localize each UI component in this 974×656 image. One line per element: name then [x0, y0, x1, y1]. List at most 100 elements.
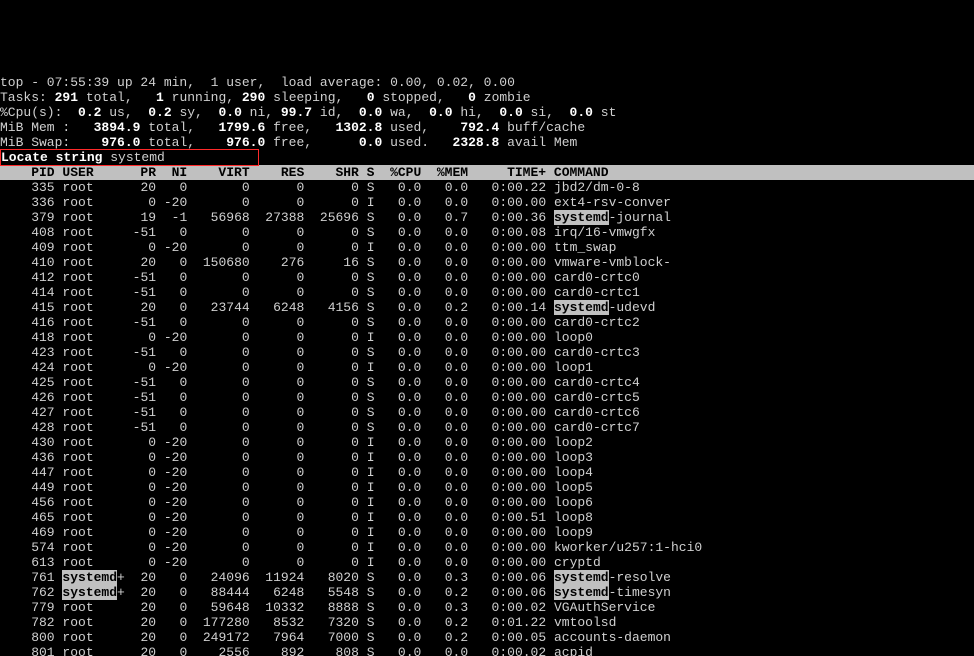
- col-res: 892: [250, 645, 305, 656]
- col-pid: 424: [0, 360, 55, 375]
- process-row[interactable]: 335 root 20 0 0 0 0 S 0.0 0.0 0:00.22 jb…: [0, 180, 974, 195]
- col-pid: 613: [0, 555, 55, 570]
- col-pid: 436: [0, 450, 55, 465]
- col-s: I: [359, 480, 375, 495]
- tasks-zombie: 0: [445, 90, 484, 105]
- col-shr: 0: [304, 375, 359, 390]
- col-s: S: [359, 255, 375, 270]
- col-ni: 0: [156, 255, 187, 270]
- col-time: 0:00.08: [468, 225, 546, 240]
- mem-total: 3894.9: [70, 120, 148, 135]
- col-s: S: [359, 225, 375, 240]
- col-ni: 0: [156, 225, 187, 240]
- process-row[interactable]: 415 root 20 0 23744 6248 4156 S 0.0 0.2 …: [0, 300, 974, 315]
- process-row[interactable]: 412 root -51 0 0 0 0 S 0.0 0.0 0:00.00 c…: [0, 270, 974, 285]
- col-command: vmtoolsd: [554, 615, 616, 630]
- col-time: 0:00.00: [468, 330, 546, 345]
- col-res: 8532: [250, 615, 305, 630]
- col-mem: 0.0: [421, 465, 468, 480]
- process-row[interactable]: 409 root 0 -20 0 0 0 I 0.0 0.0 0:00.00 t…: [0, 240, 974, 255]
- col-ni: -20: [156, 495, 187, 510]
- process-row[interactable]: 379 root 19 -1 56968 27388 25696 S 0.0 0…: [0, 210, 974, 225]
- process-row[interactable]: 447 root 0 -20 0 0 0 I 0.0 0.0 0:00.00 l…: [0, 465, 974, 480]
- col-res: 6248: [250, 585, 305, 600]
- col-ni: -20: [156, 240, 187, 255]
- process-row[interactable]: 416 root -51 0 0 0 0 S 0.0 0.0 0:00.00 c…: [0, 315, 974, 330]
- col-mem: 0.0: [421, 510, 468, 525]
- process-row[interactable]: 430 root 0 -20 0 0 0 I 0.0 0.0 0:00.00 l…: [0, 435, 974, 450]
- process-row[interactable]: 456 root 0 -20 0 0 0 I 0.0 0.0 0:00.00 l…: [0, 495, 974, 510]
- col-cpu: 0.0: [375, 450, 422, 465]
- col-s: S: [359, 285, 375, 300]
- col-time: 0:00.00: [468, 555, 546, 570]
- locate-input[interactable]: systemd: [102, 150, 258, 165]
- process-row[interactable]: 414 root -51 0 0 0 0 S 0.0 0.0 0:00.00 c…: [0, 285, 974, 300]
- col-ni: -20: [156, 450, 187, 465]
- col-shr: 0: [304, 465, 359, 480]
- process-row[interactable]: 428 root -51 0 0 0 0 S 0.0 0.0 0:00.00 c…: [0, 420, 974, 435]
- col-cpu: 0.0: [375, 600, 422, 615]
- col-s: I: [359, 330, 375, 345]
- process-row[interactable]: 426 root -51 0 0 0 0 S 0.0 0.0 0:00.00 c…: [0, 390, 974, 405]
- process-row[interactable]: 418 root 0 -20 0 0 0 I 0.0 0.0 0:00.00 l…: [0, 330, 974, 345]
- col-shr: 0: [304, 285, 359, 300]
- process-row[interactable]: 423 root -51 0 0 0 0 S 0.0 0.0 0:00.00 c…: [0, 345, 974, 360]
- process-row[interactable]: 779 root 20 0 59648 10332 8888 S 0.0 0.3…: [0, 600, 974, 615]
- process-row[interactable]: 613 root 0 -20 0 0 0 I 0.0 0.0 0:00.00 c…: [0, 555, 974, 570]
- locate-box[interactable]: Locate string systemd: [0, 149, 259, 166]
- col-ni: 0: [156, 390, 187, 405]
- col-shr: 0: [304, 435, 359, 450]
- col-virt: 24096: [187, 570, 249, 585]
- col-time: 0:00.00: [468, 480, 546, 495]
- tasks-running: 1: [133, 90, 172, 105]
- col-pr: 0: [133, 435, 156, 450]
- col-s: S: [359, 585, 375, 600]
- col-s: S: [359, 315, 375, 330]
- process-row[interactable]: 469 root 0 -20 0 0 0 I 0.0 0.0 0:00.00 l…: [0, 525, 974, 540]
- col-ni: 0: [156, 630, 187, 645]
- process-row[interactable]: 449 root 0 -20 0 0 0 I 0.0 0.0 0:00.00 l…: [0, 480, 974, 495]
- col-mem: 0.3: [421, 570, 468, 585]
- col-user: root: [62, 285, 132, 300]
- top-terminal[interactable]: top - 07:55:39 up 24 min, 1 user, load a…: [0, 75, 974, 656]
- process-row[interactable]: 800 root 20 0 249172 7964 7000 S 0.0 0.2…: [0, 630, 974, 645]
- process-row[interactable]: 782 root 20 0 177280 8532 7320 S 0.0 0.2…: [0, 615, 974, 630]
- mem-buff: 792.4: [429, 120, 507, 135]
- column-header-row[interactable]: PID USER PR NI VIRT RES SHR S %CPU %MEM …: [0, 165, 974, 180]
- process-row[interactable]: 427 root -51 0 0 0 0 S 0.0 0.0 0:00.00 c…: [0, 405, 974, 420]
- cpu-si: 0.0: [484, 105, 531, 120]
- process-row[interactable]: 410 root 20 0 150680 276 16 S 0.0 0.0 0:…: [0, 255, 974, 270]
- col-shr: 0: [304, 405, 359, 420]
- col-pid: 456: [0, 495, 55, 510]
- col-time: 0:00.00: [468, 495, 546, 510]
- col-virt: 0: [187, 405, 249, 420]
- col-s: S: [359, 570, 375, 585]
- process-row[interactable]: 424 root 0 -20 0 0 0 I 0.0 0.0 0:00.00 l…: [0, 360, 974, 375]
- col-pr: 20: [133, 255, 156, 270]
- col-mem: 0.0: [421, 195, 468, 210]
- col-user: root: [62, 600, 132, 615]
- process-row[interactable]: 574 root 0 -20 0 0 0 I 0.0 0.0 0:00.00 k…: [0, 540, 974, 555]
- col-virt: 0: [187, 495, 249, 510]
- col-virt: 249172: [187, 630, 249, 645]
- locate-line[interactable]: Locate string systemd: [0, 150, 974, 165]
- col-mem: 0.0: [421, 645, 468, 656]
- col-virt: 0: [187, 225, 249, 240]
- col-res: 0: [250, 270, 305, 285]
- tasks-total: 291: [47, 90, 86, 105]
- process-row[interactable]: 762 systemd+ 20 0 88444 6248 5548 S 0.0 …: [0, 585, 974, 600]
- process-row[interactable]: 336 root 0 -20 0 0 0 I 0.0 0.0 0:00.00 e…: [0, 195, 974, 210]
- swap-free: 976.0: [195, 135, 273, 150]
- process-row[interactable]: 801 root 20 0 2556 892 808 S 0.0 0.0 0:0…: [0, 645, 974, 656]
- col-user: root: [62, 615, 132, 630]
- cpu-sy: 0.2: [133, 105, 180, 120]
- process-row[interactable]: 408 root -51 0 0 0 0 S 0.0 0.0 0:00.08 i…: [0, 225, 974, 240]
- col-s: S: [359, 180, 375, 195]
- process-row[interactable]: 425 root -51 0 0 0 0 S 0.0 0.0 0:00.00 c…: [0, 375, 974, 390]
- col-pr: 20: [133, 615, 156, 630]
- col-ni: -20: [156, 510, 187, 525]
- col-ni: 0: [156, 315, 187, 330]
- process-row[interactable]: 761 systemd+ 20 0 24096 11924 8020 S 0.0…: [0, 570, 974, 585]
- process-row[interactable]: 465 root 0 -20 0 0 0 I 0.0 0.0 0:00.51 l…: [0, 510, 974, 525]
- process-row[interactable]: 436 root 0 -20 0 0 0 I 0.0 0.0 0:00.00 l…: [0, 450, 974, 465]
